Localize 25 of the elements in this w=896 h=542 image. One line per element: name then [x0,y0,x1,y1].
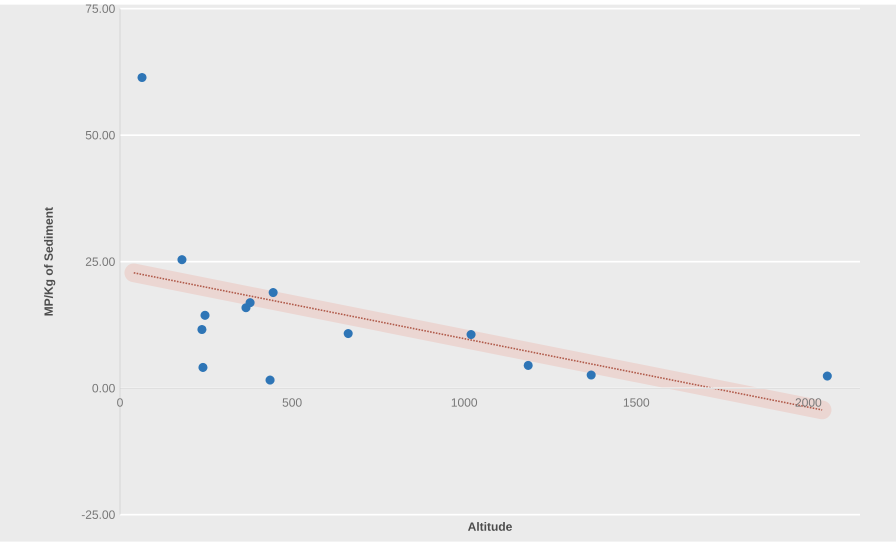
x-tick-label: 0 [117,398,123,407]
point [268,288,278,298]
x-axis-title: Altitude [468,522,512,532]
y-tick-label: 75.00 [86,4,115,14]
x-tick-label: 2000 [796,398,822,407]
point [586,370,596,380]
point [137,73,147,82]
point [200,310,210,320]
point [266,376,275,385]
point [198,363,208,372]
x-tick-label: 500 [282,398,302,407]
y-tick-label: 25.00 [86,258,115,266]
point [246,298,255,308]
y-tick-label: -25.00 [82,510,115,520]
x-tick-label: 1000 [452,398,478,407]
point [344,329,353,338]
point [177,255,186,264]
y-tick-label: 50.00 [86,131,115,140]
y-axis-title: MP/Kg of Sediment [44,207,56,316]
x-tick-label: 1500 [624,398,650,407]
y-tick-label: 0.00 [92,384,115,393]
point [466,330,476,340]
point [524,361,533,370]
point [822,372,832,381]
point [197,325,206,334]
